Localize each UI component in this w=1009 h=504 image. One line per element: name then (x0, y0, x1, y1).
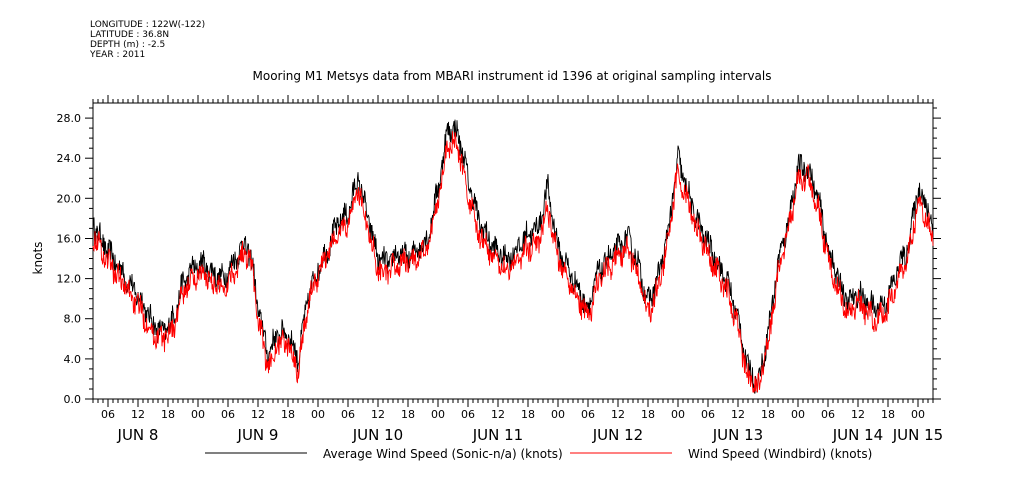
x-hour-tick-label: 18 (281, 408, 295, 421)
x-hour-tick-label: 00 (431, 408, 445, 421)
legend-label-windbird: Wind Speed (Windbird) (knots) (688, 447, 872, 461)
x-hour-tick-label: 00 (911, 408, 925, 421)
x-hour-tick-label: 06 (341, 408, 355, 421)
x-hour-tick-label: 00 (311, 408, 325, 421)
y-tick-label: 0.0 (64, 393, 82, 406)
longitude-text: LONGITUDE : 122W(-122) (90, 20, 206, 30)
x-hour-tick-label: 12 (851, 408, 865, 421)
x-hour-tick-label: 00 (191, 408, 205, 421)
x-hour-tick-label: 06 (221, 408, 235, 421)
x-day-label: JUN 14 (832, 426, 883, 444)
x-hour-tick-label: 12 (611, 408, 625, 421)
x-day-label: JUN 15 (892, 426, 943, 444)
x-hour-tick-label: 12 (131, 408, 145, 421)
x-hour-tick-label: 12 (251, 408, 265, 421)
x-day-label: JUN 9 (237, 426, 279, 444)
x-hour-tick-label: 12 (491, 408, 505, 421)
x-day-label: JUN 11 (472, 426, 523, 444)
x-hour-tick-label: 06 (821, 408, 835, 421)
y-tick-label: 28.0 (57, 112, 82, 125)
legend: Average Wind Speed (Sonic-n/a) (knots) W… (205, 447, 872, 461)
y-tick-label: 16.0 (57, 233, 82, 246)
legend-label-sonic: Average Wind Speed (Sonic-n/a) (knots) (323, 447, 563, 461)
x-hour-tick-label: 06 (461, 408, 475, 421)
x-hour-tick-label: 18 (161, 408, 175, 421)
x-day-label: JUN 12 (592, 426, 643, 444)
x-hour-tick-label: 12 (731, 408, 745, 421)
y-axis-label: knots (31, 242, 45, 275)
x-hour-tick-label: 06 (701, 408, 715, 421)
y-tick-label: 8.0 (64, 313, 82, 326)
y-tick-label: 24.0 (57, 152, 82, 165)
latitude-text: LATITUDE : 36.8N (90, 30, 170, 40)
y-tick-label: 20.0 (57, 192, 82, 205)
metadata-block: LONGITUDE : 122W(-122) LATITUDE : 36.8N … (90, 20, 205, 60)
y-tick-label: 4.0 (64, 353, 82, 366)
x-hour-tick-label: 00 (551, 408, 565, 421)
x-hour-tick-label: 18 (881, 408, 895, 421)
x-hour-tick-label: 06 (101, 408, 115, 421)
series-line-sonic (92, 119, 934, 394)
plot-area: 06 12 18 00 06 12 18 00 06 12 18 00 06 12 18 00 06 12 18 00… (57, 95, 943, 444)
x-hour-tick-label: 18 (761, 408, 775, 421)
x-day-label: JUN 10 (352, 426, 403, 444)
x-hour-tick-label: 00 (671, 408, 685, 421)
x-hour-tick-label: 18 (401, 408, 415, 421)
x-hour-tick-label: 06 (581, 408, 595, 421)
series-line-windbird (92, 131, 934, 393)
x-hour-tick-label: 00 (791, 408, 805, 421)
y-tick-label: 12.0 (57, 273, 82, 286)
chart-title: Mooring M1 Metsys data from MBARI instru… (253, 69, 772, 83)
year-text: YEAR : 2011 (90, 50, 146, 60)
x-hour-tick-label: 18 (641, 408, 655, 421)
x-day-label: JUN 13 (712, 426, 763, 444)
x-day-label: JUN 8 (117, 426, 159, 444)
depth-text: DEPTH (m) : -2.5 (90, 40, 166, 50)
x-hour-tick-label: 18 (521, 408, 535, 421)
x-hour-tick-label: 12 (371, 408, 385, 421)
